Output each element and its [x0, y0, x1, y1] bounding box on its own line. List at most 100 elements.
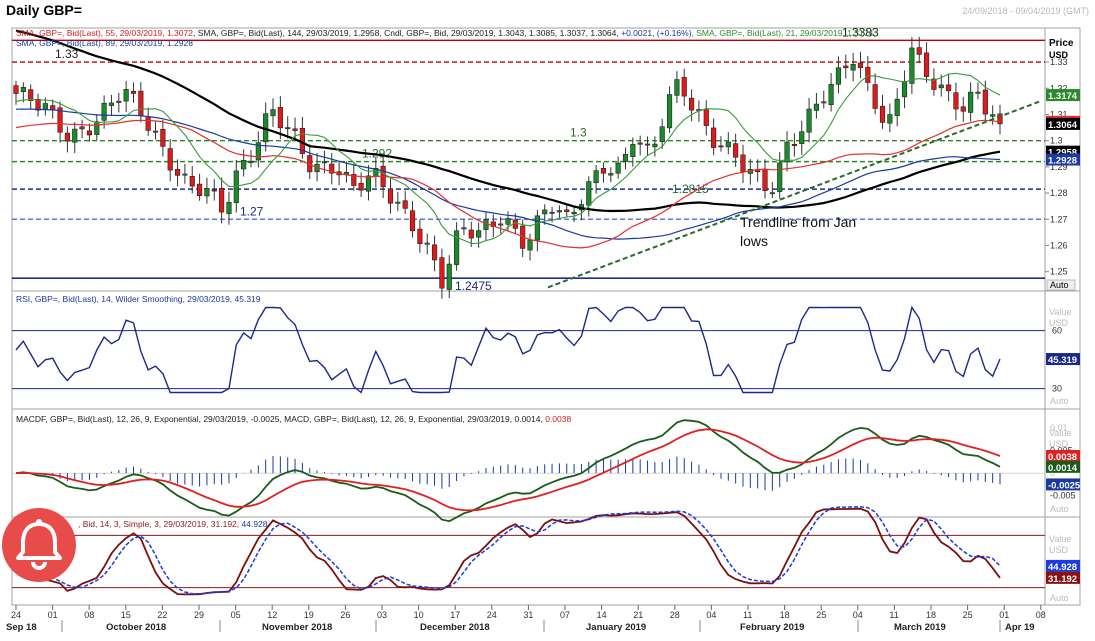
stoch-value-tag-bg	[1046, 571, 1080, 584]
price-tick-label: 1.31	[1050, 109, 1068, 119]
x-tick-label: 17	[450, 610, 460, 620]
price-tick-label: 1.28	[1050, 188, 1068, 198]
candle-body	[652, 143, 658, 148]
price-value-tag: 1.3064	[1048, 120, 1078, 131]
candle-body	[769, 192, 775, 195]
candle-body	[248, 160, 254, 163]
candle-body	[593, 170, 599, 184]
stoch-axis-unit: USD	[1049, 545, 1069, 555]
chart-frame	[11, 27, 1081, 606]
price-value-tag-bg	[1046, 117, 1080, 130]
level-label: 1.33	[55, 47, 79, 61]
candle-body	[351, 174, 357, 186]
stoch-auto-label: Auto	[1050, 593, 1069, 603]
candle-body	[835, 67, 842, 85]
candle-body	[689, 97, 695, 111]
candle-body	[806, 108, 812, 133]
candle-body	[982, 89, 988, 115]
macd-tick-label: -0.005	[1050, 491, 1076, 501]
sma-line	[15, 72, 1001, 244]
x-tick-label: 08	[84, 610, 94, 620]
price-axis-title: Price	[1049, 38, 1074, 49]
x-tick-label: 08	[1036, 610, 1046, 620]
stoch-k-line	[15, 507, 1001, 596]
x-tick-label: 29	[194, 610, 204, 620]
stoch-legend: , Bid, 14, 3, Simple, 3, 29/03/2019, 31.…	[78, 519, 268, 529]
candle-body	[197, 183, 203, 197]
candle-body	[571, 211, 577, 215]
level-label: 1.27	[240, 204, 264, 218]
candle-body	[409, 210, 416, 232]
sma-line	[15, 108, 1001, 240]
x-tick-label: 26	[340, 610, 350, 620]
candle-body	[72, 128, 78, 143]
level-label: 1.3	[570, 126, 587, 140]
candle-body	[321, 161, 327, 164]
candle-body	[108, 102, 115, 106]
candle-body	[733, 143, 739, 158]
candle-body	[358, 182, 364, 191]
macd-value-tag-bg	[1046, 450, 1080, 463]
month-label: Sep 18	[6, 622, 37, 633]
candle-body	[255, 142, 261, 161]
candle-body	[564, 209, 570, 212]
auto-button	[1046, 279, 1076, 291]
candle-body	[417, 228, 423, 245]
macd-axis-unit: USD	[1049, 439, 1069, 449]
candle-body	[923, 52, 930, 77]
candle-body	[600, 168, 607, 174]
price-value-tag: 1.2928	[1048, 156, 1077, 167]
month-label: November 2018	[262, 622, 332, 633]
candle-body	[865, 66, 871, 83]
annotation-text: lows	[740, 233, 768, 249]
candle-body	[894, 98, 900, 116]
annotation-text: Trendline from Jan	[740, 214, 856, 230]
chart-title: Daily GBP=	[6, 2, 82, 18]
alert-bell-button[interactable]	[2, 508, 76, 582]
rsi-axis-unit: USD	[1049, 318, 1069, 328]
price-tick-label: 1.3	[1050, 136, 1063, 146]
candle-body	[666, 94, 673, 129]
month-label: October 2018	[106, 622, 166, 633]
candle-body	[828, 83, 834, 106]
candle-body	[285, 127, 291, 130]
legend-part: 0.0038	[545, 414, 571, 424]
candle-body	[527, 239, 533, 251]
candle-body	[791, 143, 797, 146]
candle-body	[549, 211, 555, 214]
candle-body	[101, 102, 107, 121]
candle-body	[990, 114, 996, 117]
x-tick-label: 12	[267, 610, 277, 620]
stoch-value-tag-bg	[1046, 559, 1080, 572]
candle-body	[637, 142, 643, 145]
candle-body	[219, 187, 225, 213]
x-tick-label: 31	[523, 610, 533, 620]
candle-body	[329, 163, 335, 174]
x-tick-label: 28	[670, 610, 680, 620]
macd-tick-label: 0.01	[1050, 423, 1068, 433]
candle-body	[630, 144, 636, 157]
rsi-level-label: 60	[1052, 326, 1062, 336]
macd-value-tag-bg	[1046, 460, 1080, 473]
candle-body	[35, 98, 41, 111]
candle-body	[138, 90, 144, 116]
candle-body	[123, 89, 129, 102]
candle-body	[64, 132, 70, 142]
x-tick-label: 24	[487, 610, 497, 620]
candle-body	[130, 90, 137, 94]
candle-body	[167, 148, 173, 171]
x-tick-label: 11	[889, 610, 898, 620]
rsi-auto-label: Auto	[1050, 396, 1069, 406]
candle-body	[402, 200, 408, 209]
candle-body	[446, 263, 452, 290]
candle-body	[86, 130, 93, 136]
macd-legend: MACDF, GBP=, Bid(Last), 12, 26, 9, Expon…	[16, 414, 571, 424]
candle-body	[850, 64, 856, 71]
candle-body	[931, 78, 937, 90]
x-tick-label: 03	[377, 610, 387, 620]
candle-body	[725, 141, 731, 148]
month-label: December 2018	[420, 622, 490, 633]
candle-body	[960, 106, 966, 112]
price-tick-label: 1.29	[1050, 162, 1068, 172]
